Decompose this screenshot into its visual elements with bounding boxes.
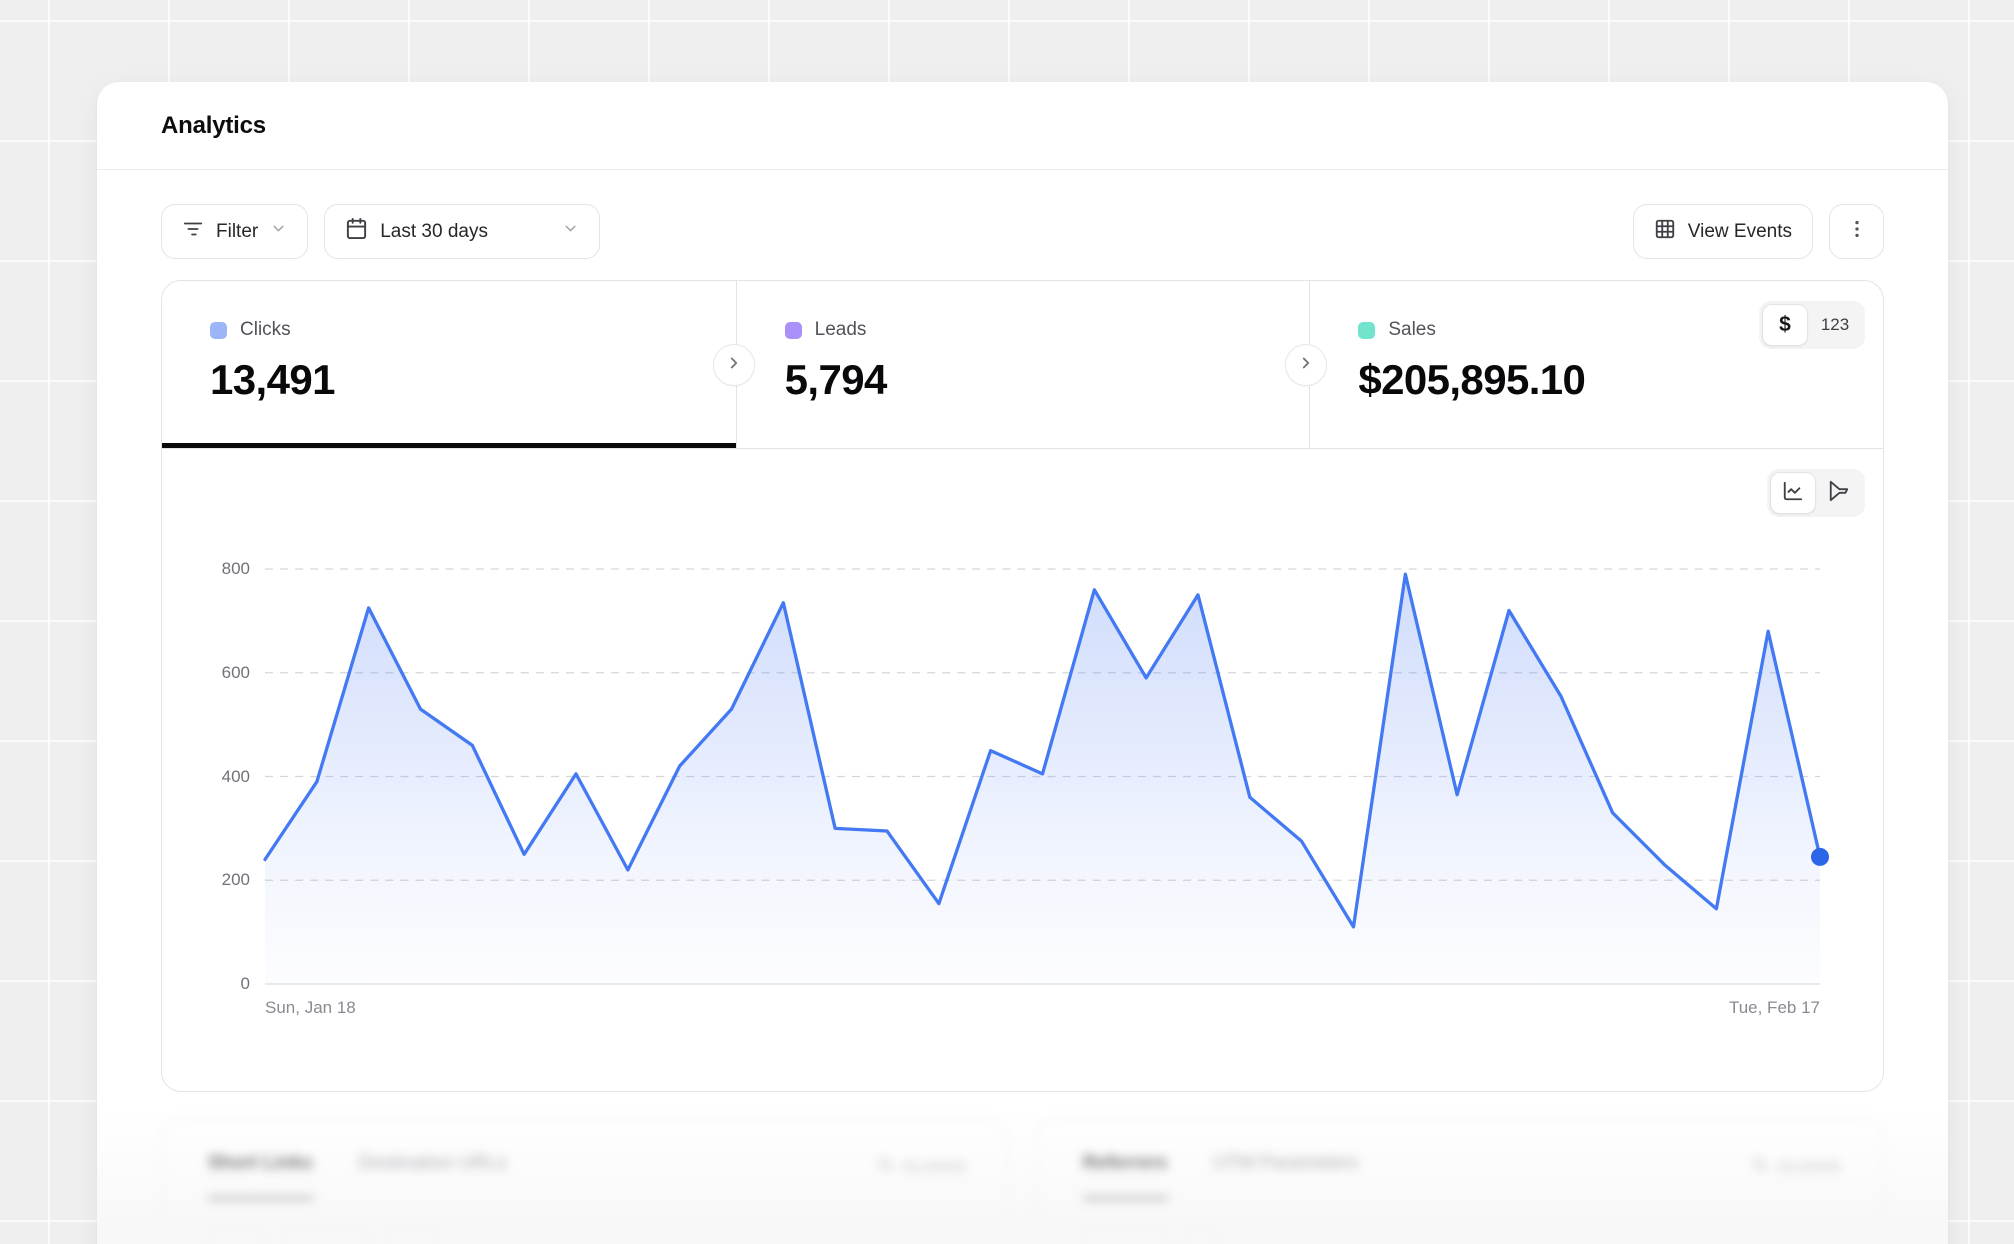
links-panel: Short Links Destination URLs CLICKS bbox=[161, 1118, 1009, 1244]
date-range-button[interactable]: Last 30 days bbox=[324, 204, 601, 259]
sales-legend-dot bbox=[1358, 321, 1376, 339]
stat-header: Leads bbox=[784, 319, 1310, 341]
y-tick-label: 0 bbox=[240, 974, 250, 993]
stat-header: Clicks bbox=[210, 319, 736, 341]
clicks-area-chart[interactable] bbox=[263, 568, 1830, 985]
x-axis-start-label: Sun, Jan 18 bbox=[265, 998, 356, 1017]
chevron-right-icon bbox=[725, 354, 743, 377]
funnel-icon bbox=[1828, 480, 1850, 507]
card-header: Analytics bbox=[97, 82, 1948, 170]
line-chart-toggle-button[interactable] bbox=[1770, 472, 1816, 514]
links-panel-tabs: Short Links Destination URLs CLICKS bbox=[208, 1153, 966, 1201]
chart-area: 0 200 400 600 800 bbox=[162, 449, 1883, 1091]
analytics-card: Analytics Filter Last 30 days bbox=[97, 82, 1948, 1244]
cursor-click-icon bbox=[876, 1156, 894, 1178]
chip-placeholder[interactable] bbox=[284, 1225, 370, 1244]
area-fill bbox=[265, 574, 1820, 984]
chevron-down-icon bbox=[562, 220, 579, 243]
filter-button-label: Filter bbox=[216, 220, 259, 242]
clicks-value: 13,491 bbox=[210, 356, 335, 403]
sales-label: Sales bbox=[1388, 319, 1436, 340]
view-events-button[interactable]: View Events bbox=[1632, 204, 1813, 259]
latest-point-dot bbox=[1810, 847, 1830, 866]
line-chart-icon bbox=[1782, 480, 1804, 507]
filter-chips bbox=[208, 1225, 966, 1244]
tab-destination-urls[interactable]: Destination URLs bbox=[358, 1153, 507, 1174]
referrers-panel: Referrers UTM Parameters CLICKS bbox=[1036, 1118, 1884, 1244]
chip-placeholder[interactable] bbox=[388, 1225, 438, 1244]
expand-clicks-arrow-button[interactable] bbox=[713, 344, 755, 386]
leads-legend-dot bbox=[784, 321, 802, 339]
funnel-chart-toggle-button[interactable] bbox=[1816, 472, 1862, 514]
y-tick-label: 800 bbox=[221, 559, 250, 578]
stat-tab-clicks[interactable]: Clicks 13,491 bbox=[162, 281, 736, 448]
filter-button[interactable]: Filter bbox=[161, 204, 309, 259]
chip-placeholder[interactable] bbox=[1083, 1225, 1167, 1244]
filter-chips bbox=[1083, 1225, 1841, 1244]
kebab-menu-icon bbox=[1846, 218, 1868, 246]
y-tick-label: 600 bbox=[221, 662, 250, 682]
stat-tab-leads[interactable]: Leads 5,794 bbox=[735, 281, 1310, 448]
toolbar-right: View Events bbox=[1632, 204, 1884, 259]
tab-utm-parameters[interactable]: UTM Parameters bbox=[1213, 1153, 1359, 1174]
date-range-label: Last 30 days bbox=[380, 220, 488, 242]
clicks-metric-header[interactable]: CLICKS bbox=[1751, 1153, 1841, 1178]
x-axis-end-label: Tue, Feb 17 bbox=[1728, 998, 1820, 1017]
trend-line bbox=[263, 572, 1822, 929]
breakdown-panels: Short Links Destination URLs CLICKS Refe… bbox=[161, 1118, 1884, 1244]
chip-placeholder[interactable] bbox=[1185, 1225, 1219, 1244]
tab-short-links[interactable]: Short Links bbox=[208, 1153, 313, 1201]
calendar-icon bbox=[345, 217, 368, 246]
clicks-metric-header[interactable]: CLICKS bbox=[876, 1153, 966, 1178]
y-tick-label: 400 bbox=[221, 766, 250, 786]
chevron-down-icon bbox=[270, 220, 287, 243]
leads-value: 5,794 bbox=[784, 356, 888, 403]
stat-header: Sales bbox=[1358, 319, 1883, 341]
cursor-click-icon bbox=[1751, 1156, 1769, 1178]
clicks-metric-label: CLICKS bbox=[1777, 1158, 1841, 1176]
sales-value: $205,895.10 bbox=[1358, 356, 1586, 403]
filter-bars-icon bbox=[182, 218, 204, 246]
toolbar: Filter Last 30 days View Event bbox=[161, 204, 1884, 259]
referrers-panel-tabs: Referrers UTM Parameters CLICKS bbox=[1083, 1153, 1841, 1201]
clicks-legend-dot bbox=[210, 321, 227, 339]
grid-table-icon bbox=[1654, 218, 1676, 246]
currency-toggle-button[interactable]: $ bbox=[1762, 304, 1808, 346]
chart-type-toggle bbox=[1767, 469, 1865, 517]
clicks-metric-label: CLICKS bbox=[902, 1158, 966, 1176]
analytics-container: Clicks 13,491 Leads 5,794 Sales $205,895… bbox=[161, 280, 1884, 1092]
y-tick-label: 200 bbox=[221, 870, 250, 890]
clicks-label: Clicks bbox=[240, 319, 291, 340]
expand-leads-arrow-button[interactable] bbox=[1285, 344, 1327, 386]
chip-placeholder[interactable] bbox=[208, 1225, 266, 1244]
leads-label: Leads bbox=[814, 319, 867, 340]
y-axis: 0 200 400 600 800 bbox=[162, 559, 250, 993]
toolbar-left: Filter Last 30 days bbox=[161, 204, 601, 259]
stat-tab-sales[interactable]: Sales $205,895.10 $ 123 bbox=[1309, 281, 1883, 448]
sales-unit-toggle: $ 123 bbox=[1759, 301, 1865, 349]
count-toggle-button[interactable]: 123 bbox=[1820, 315, 1850, 334]
tab-referrers[interactable]: Referrers bbox=[1083, 1153, 1168, 1201]
chevron-right-icon bbox=[1297, 354, 1315, 377]
page-title: Analytics bbox=[161, 111, 266, 139]
stat-tabs-row: Clicks 13,491 Leads 5,794 Sales $205,895… bbox=[162, 281, 1883, 449]
view-events-label: View Events bbox=[1687, 220, 1792, 242]
x-axis-labels: Sun, Jan 18 Tue, Feb 17 bbox=[265, 998, 1820, 1018]
more-options-button[interactable] bbox=[1829, 204, 1884, 259]
